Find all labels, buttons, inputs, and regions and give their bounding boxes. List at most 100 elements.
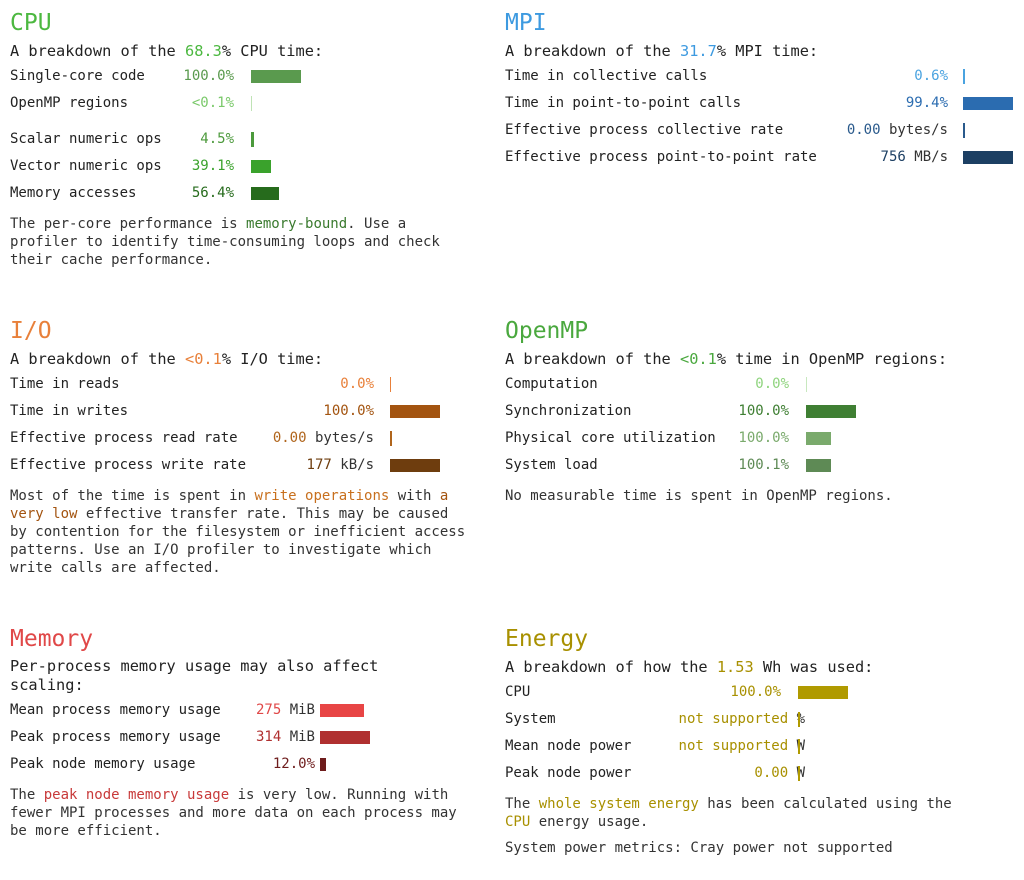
io-row-value: 0.0%: [340, 376, 374, 392]
memory-row-node-peak: Peak node memory usage 12.0%: [10, 751, 480, 778]
mpi-row-label: Time in point-to-point calls: [505, 95, 742, 111]
cpu-row-value: 4.5%: [200, 131, 234, 147]
openmp-section: OpenMP A breakdown of the <0.1% time in …: [505, 316, 1015, 505]
mpi-row-tick: [963, 69, 965, 84]
openmp-intro: A breakdown of the <0.1% time in OpenMP …: [505, 350, 948, 368]
energy-row-value: 0.00 W: [754, 765, 805, 781]
mpi-intro: A breakdown of the 31.7% MPI time:: [505, 42, 819, 60]
cpu-row-value: 39.1%: [191, 158, 234, 174]
cpu-section: CPU A breakdown of the 68.3% CPU time: S…: [10, 8, 480, 269]
io-row-tick: [390, 431, 392, 446]
cpu-title: CPU: [10, 10, 52, 36]
openmp-row-value: 100.0%: [738, 430, 789, 446]
memory-row-bar: [320, 758, 326, 771]
mpi-row-p2p-rate: Effective process point-to-point rate 75…: [505, 144, 1015, 171]
cpu-row-label: Single-core code: [10, 68, 145, 84]
openmp-row-label: Computation: [505, 376, 598, 392]
io-row-label: Effective process write rate: [10, 457, 247, 473]
energy-explanation: The whole system energy has been calcula…: [505, 796, 952, 830]
memory-row-value: 275 MiB: [255, 702, 315, 718]
io-row-reads: Time in reads 0.0%: [10, 371, 480, 398]
mpi-row-collective-rate: Effective process collective rate 0.00 b…: [505, 117, 1015, 144]
io-row-write-rate: Effective process write rate 177 kB/s: [10, 452, 480, 479]
energy-row-label: Mean node power: [505, 738, 632, 754]
cpu-row-label: Scalar numeric ops: [10, 131, 162, 147]
io-intro: A breakdown of the <0.1% I/O time:: [10, 350, 324, 368]
memory-row-label: Mean process memory usage: [10, 702, 221, 718]
memory-row-value: 314 MiB: [255, 729, 315, 745]
io-row-bar: [390, 459, 440, 472]
openmp-row-computation: Computation 0.0%: [505, 371, 1015, 398]
cpu-intro-value: 68.3: [184, 42, 222, 60]
io-row-read-rate: Effective process read rate 0.00 bytes/s: [10, 425, 480, 452]
memory-explanation: The peak node memory usage is very low. …: [10, 787, 457, 839]
openmp-row-core-util: Physical core utilization 100.0%: [505, 425, 1015, 452]
mpi-title: MPI: [505, 10, 547, 36]
io-section: I/O A breakdown of the <0.1% I/O time: T…: [10, 316, 480, 577]
openmp-row-bar: [806, 432, 831, 445]
energy-row-label: System: [505, 711, 556, 727]
cpu-row-value: 100.0%: [183, 68, 234, 84]
io-row-value: 177 kB/s: [306, 457, 374, 473]
openmp-row-system-load: System load 100.1%: [505, 452, 1015, 479]
energy-row-tick: [798, 739, 800, 754]
openmp-row-sync: Synchronization 100.0%: [505, 398, 1015, 425]
openmp-row-bar: [806, 459, 831, 472]
openmp-row-value: 0.0%: [755, 376, 789, 392]
openmp-row-tick: [806, 377, 807, 392]
memory-row-bar: [320, 704, 364, 717]
openmp-row-label: Synchronization: [505, 403, 632, 419]
openmp-row-label: System load: [505, 457, 598, 473]
mpi-row-p2p: Time in point-to-point calls 99.4%: [505, 90, 1015, 117]
cpu-row-bar: [251, 187, 279, 200]
cpu-row-scalar: Scalar numeric ops 4.5%: [10, 126, 480, 153]
energy-row-bar: [798, 686, 848, 699]
mpi-row-label: Time in collective calls: [505, 68, 708, 84]
energy-row-label: CPU: [505, 684, 531, 700]
openmp-row-bar: [806, 405, 856, 418]
cpu-row-bar: [251, 160, 271, 173]
cpu-row-memory: Memory accesses 56.4%: [10, 180, 480, 207]
energy-row-tick: [798, 712, 800, 727]
cpu-row-label: Memory accesses: [10, 185, 137, 201]
mpi-row-value: 756 MB/s: [880, 149, 948, 165]
memory-row-label: Peak process memory usage: [10, 729, 221, 745]
openmp-row-label: Physical core utilization: [505, 430, 716, 446]
io-explanation: Most of the time is spent in write opera…: [10, 488, 466, 576]
mpi-row-label: Effective process collective rate: [505, 122, 784, 138]
cpu-row-single-core: Single-core code 100.0%: [10, 63, 480, 90]
cpu-row-vector: Vector numeric ops 39.1%: [10, 153, 480, 180]
openmp-title: OpenMP: [505, 318, 589, 344]
openmp-explanation: No measurable time is spent in OpenMP re…: [505, 488, 893, 504]
energy-row-value: not supported %: [678, 711, 805, 727]
openmp-row-value: 100.0%: [738, 403, 789, 419]
mpi-row-value: 99.4%: [905, 95, 948, 111]
memory-intro: Per-process memory usage may also affect…: [10, 657, 379, 694]
cpu-intro-suffix: % CPU time:: [221, 42, 324, 60]
io-row-label: Effective process read rate: [10, 430, 238, 446]
cpu-row-value: 56.4%: [191, 185, 234, 201]
cpu-row-tick: [251, 96, 252, 111]
energy-row-system: System not supported %: [505, 706, 1015, 733]
io-row-value: 100.0%: [323, 403, 374, 419]
mpi-row-value: 0.6%: [914, 68, 948, 84]
energy-row-value: 100.0%: [730, 684, 781, 700]
cpu-intro: A breakdown of the 68.3% CPU time:: [10, 41, 480, 61]
mpi-row-tick: [963, 123, 965, 138]
energy-row-mean-power: Mean node power not supported W: [505, 733, 1015, 760]
energy-section: Energy A breakdown of how the 1.53 Wh wa…: [505, 624, 1015, 857]
io-row-tick: [390, 377, 391, 392]
io-row-label: Time in writes: [10, 403, 129, 419]
io-row-value: 0.00 bytes/s: [272, 430, 374, 446]
energy-row-label: Peak node power: [505, 765, 632, 781]
mpi-row-value: 0.00 bytes/s: [846, 122, 948, 138]
energy-row-peak-power: Peak node power 0.00 W: [505, 760, 1015, 787]
energy-power-metrics: System power metrics: Cray power not sup…: [505, 840, 893, 856]
memory-row-value: 12.0%: [272, 756, 315, 772]
io-title: I/O: [10, 318, 52, 344]
mpi-row-bar: [963, 151, 1013, 164]
mpi-row-bar: [963, 97, 1013, 110]
mpi-row-collective: Time in collective calls 0.6%: [505, 63, 1015, 90]
cpu-row-tick: [251, 132, 254, 147]
energy-intro: A breakdown of how the 1.53 Wh was used:: [505, 658, 874, 676]
